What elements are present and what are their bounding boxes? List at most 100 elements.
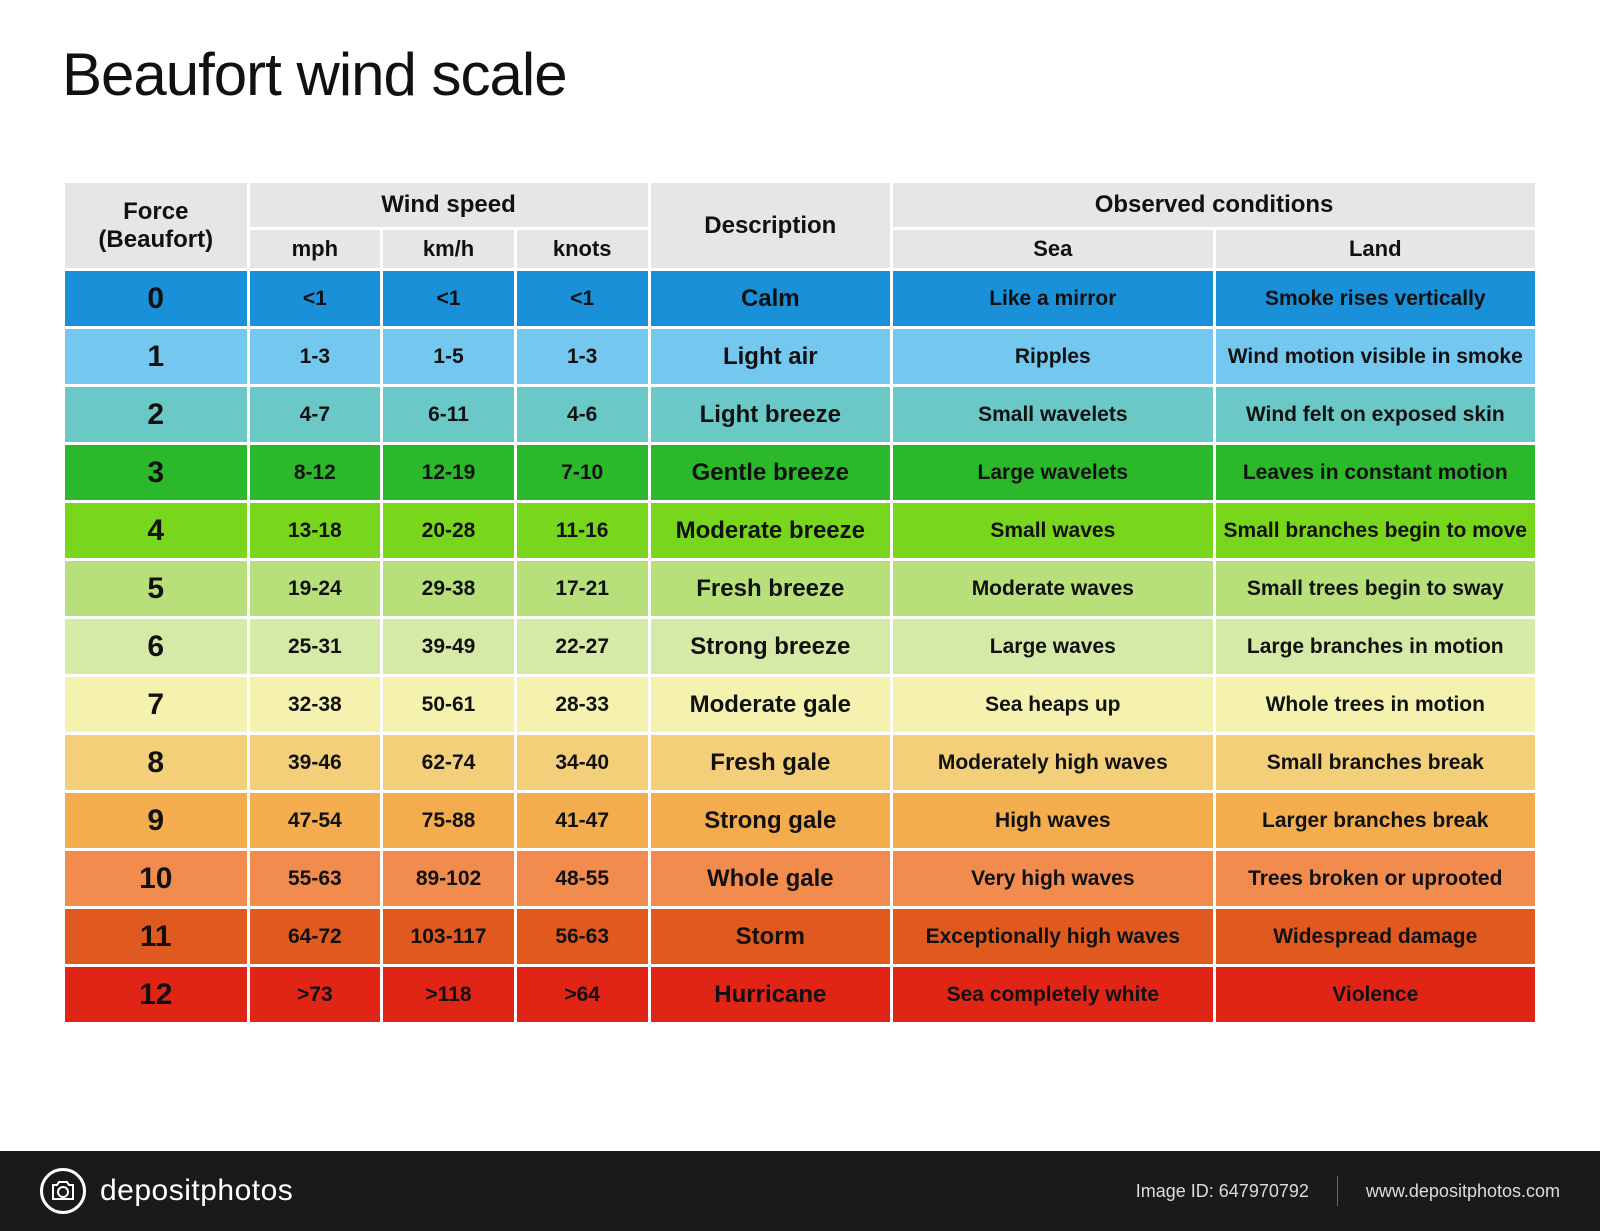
cell-desc: Moderate gale: [651, 677, 891, 732]
cell-sea: Sea completely white: [893, 967, 1212, 1022]
table-row: 519-2429-3817-21Fresh breezeModerate wav…: [65, 561, 1535, 616]
cell-land: Smoke rises vertically: [1216, 271, 1535, 326]
cell-force: 8: [65, 735, 247, 790]
header-wind-speed-group: Wind speed: [250, 183, 648, 227]
footer-brand: depositphotos: [100, 1174, 293, 1208]
cell-kmh: 1-5: [383, 329, 514, 384]
footer-banner: depositphotos Image ID: 647970792 www.de…: [0, 1151, 1600, 1231]
cell-mph: 39-46: [250, 735, 381, 790]
cell-knots: 11-16: [517, 503, 648, 558]
cell-kmh: 6-11: [383, 387, 514, 442]
cell-kmh: >118: [383, 967, 514, 1022]
cell-desc: Calm: [651, 271, 891, 326]
cell-sea: Moderately high waves: [893, 735, 1212, 790]
beaufort-table-wrap: Force (Beaufort) Wind speed Description …: [62, 180, 1538, 1025]
cell-desc: Strong breeze: [651, 619, 891, 674]
header-sea: Sea: [893, 230, 1212, 268]
cell-knots: 28-33: [517, 677, 648, 732]
cell-force: 2: [65, 387, 247, 442]
cell-sea: High waves: [893, 793, 1212, 848]
cell-sea: Like a mirror: [893, 271, 1212, 326]
table-row: 11-31-51-3Light airRipplesWind motion vi…: [65, 329, 1535, 384]
page-title: Beaufort wind scale: [62, 40, 567, 109]
cell-sea: Small waves: [893, 503, 1212, 558]
footer-url: www.depositphotos.com: [1366, 1181, 1560, 1202]
cell-kmh: 39-49: [383, 619, 514, 674]
cell-sea: Exceptionally high waves: [893, 909, 1212, 964]
cell-sea: Ripples: [893, 329, 1212, 384]
cell-land: Small branches break: [1216, 735, 1535, 790]
cell-force: 1: [65, 329, 247, 384]
cell-land: Small trees begin to sway: [1216, 561, 1535, 616]
cell-desc: Moderate breeze: [651, 503, 891, 558]
table-row: 0<1<1<1CalmLike a mirrorSmoke rises vert…: [65, 271, 1535, 326]
header-knots: knots: [517, 230, 648, 268]
cell-sea: Large wavelets: [893, 445, 1212, 500]
table-row: 732-3850-6128-33Moderate galeSea heaps u…: [65, 677, 1535, 732]
table-row: 1055-6389-10248-55Whole galeVery high wa…: [65, 851, 1535, 906]
cell-sea: Sea heaps up: [893, 677, 1212, 732]
cell-knots: 34-40: [517, 735, 648, 790]
cell-land: Leaves in constant motion: [1216, 445, 1535, 500]
cell-mph: 4-7: [250, 387, 381, 442]
cell-land: Wind motion visible in smoke: [1216, 329, 1535, 384]
cell-kmh: 20-28: [383, 503, 514, 558]
cell-desc: Fresh gale: [651, 735, 891, 790]
cell-knots: 22-27: [517, 619, 648, 674]
cell-sea: Small wavelets: [893, 387, 1212, 442]
cell-kmh: <1: [383, 271, 514, 326]
cell-desc: Light air: [651, 329, 891, 384]
cell-mph: 47-54: [250, 793, 381, 848]
cell-force: 7: [65, 677, 247, 732]
cell-sea: Very high waves: [893, 851, 1212, 906]
cell-mph: 55-63: [250, 851, 381, 906]
header-mph: mph: [250, 230, 381, 268]
header-force: Force (Beaufort): [65, 183, 247, 268]
table-row: 625-3139-4922-27Strong breezeLarge waves…: [65, 619, 1535, 674]
header-land: Land: [1216, 230, 1535, 268]
header-description: Description: [651, 183, 891, 268]
cell-mph: 13-18: [250, 503, 381, 558]
cell-land: Small branches begin to move: [1216, 503, 1535, 558]
header-kmh: km/h: [383, 230, 514, 268]
cell-force: 5: [65, 561, 247, 616]
cell-force: 10: [65, 851, 247, 906]
cell-land: Large branches in motion: [1216, 619, 1535, 674]
cell-mph: >73: [250, 967, 381, 1022]
cell-desc: Hurricane: [651, 967, 891, 1022]
cell-knots: 56-63: [517, 909, 648, 964]
cell-land: Wind felt on exposed skin: [1216, 387, 1535, 442]
header-observed-group: Observed conditions: [893, 183, 1535, 227]
cell-desc: Gentle breeze: [651, 445, 891, 500]
cell-land: Trees broken or uprooted: [1216, 851, 1535, 906]
cell-land: Violence: [1216, 967, 1535, 1022]
table-row: 413-1820-2811-16Moderate breezeSmall wav…: [65, 503, 1535, 558]
cell-kmh: 50-61: [383, 677, 514, 732]
cell-land: Widespread damage: [1216, 909, 1535, 964]
cell-knots: 4-6: [517, 387, 648, 442]
cell-knots: >64: [517, 967, 648, 1022]
cell-mph: 19-24: [250, 561, 381, 616]
table-row: 12>73>118>64HurricaneSea completely whit…: [65, 967, 1535, 1022]
table-row: 947-5475-8841-47Strong galeHigh wavesLar…: [65, 793, 1535, 848]
cell-force: 6: [65, 619, 247, 674]
camera-icon: [40, 1168, 86, 1214]
beaufort-table: Force (Beaufort) Wind speed Description …: [62, 180, 1538, 1025]
cell-desc: Light breeze: [651, 387, 891, 442]
cell-kmh: 62-74: [383, 735, 514, 790]
cell-force: 12: [65, 967, 247, 1022]
table-row: 1164-72103-11756-63StormExceptionally hi…: [65, 909, 1535, 964]
cell-force: 3: [65, 445, 247, 500]
cell-knots: 17-21: [517, 561, 648, 616]
cell-kmh: 29-38: [383, 561, 514, 616]
cell-force: 4: [65, 503, 247, 558]
footer-image-id: Image ID: 647970792: [1136, 1181, 1309, 1202]
cell-knots: 7-10: [517, 445, 648, 500]
cell-force: 0: [65, 271, 247, 326]
cell-mph: 64-72: [250, 909, 381, 964]
cell-knots: 41-47: [517, 793, 648, 848]
cell-sea: Large waves: [893, 619, 1212, 674]
cell-knots: 48-55: [517, 851, 648, 906]
cell-mph: 32-38: [250, 677, 381, 732]
cell-knots: 1-3: [517, 329, 648, 384]
